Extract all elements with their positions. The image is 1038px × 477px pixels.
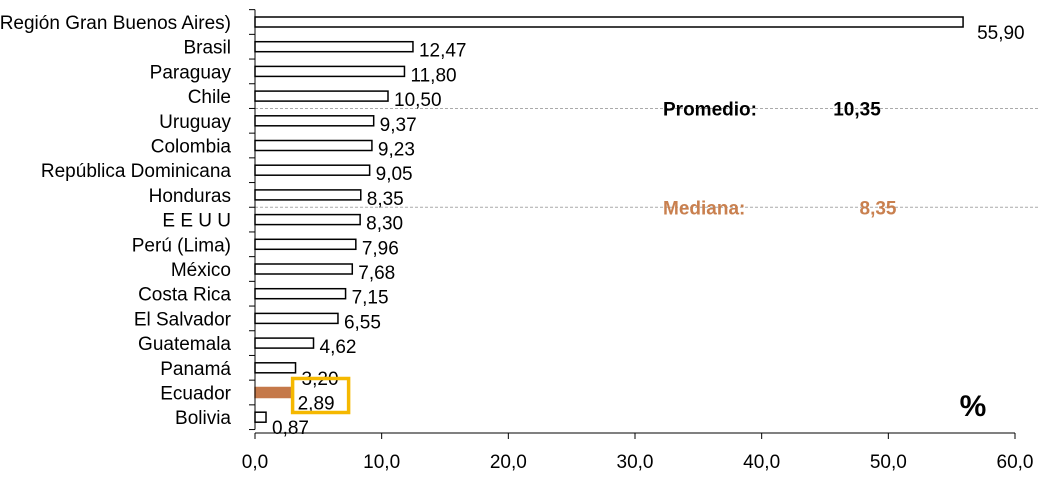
category-label: Panamá — [160, 359, 231, 380]
value-label: 7,15 — [352, 288, 389, 309]
category-label: E E U U — [162, 211, 231, 232]
x-tick-label: 20,0 — [490, 452, 527, 473]
value-label: 7,68 — [358, 263, 395, 284]
statistics-annotations: Promedio: 10,35 Mediana: 8,35 — [663, 99, 897, 219]
category-label: República Dominicana — [41, 161, 232, 182]
bar — [254, 189, 362, 201]
category-label: Costa Rica — [138, 285, 231, 306]
category-labels: Argentina (Región Gran Buenos Aires) Bras… — [0, 13, 232, 429]
bar — [254, 263, 354, 275]
bar — [254, 362, 297, 374]
value-label: 9,23 — [378, 140, 415, 161]
bar — [254, 337, 315, 349]
bar — [254, 411, 267, 423]
unit-label: % — [960, 390, 987, 423]
bar — [254, 213, 361, 226]
bar — [254, 164, 371, 176]
category-label: El Salvador — [134, 309, 232, 330]
value-label: 4,62 — [320, 337, 357, 358]
category-label: Uruguay — [159, 112, 231, 133]
value-label: 9,37 — [380, 115, 417, 136]
x-axis: 0,0 10,0 20,0 30,0 40,0 50,0 60,0 — [242, 9, 1034, 473]
value-label: 10,50 — [394, 90, 442, 111]
bar — [254, 238, 357, 251]
promedio-value: 10,35 — [833, 99, 881, 120]
bar — [254, 40, 414, 53]
highlight-box — [290, 376, 351, 415]
mediana-label: Mediana: — [663, 198, 745, 219]
promedio-label: Promedio: — [663, 99, 757, 120]
category-label: México — [171, 260, 231, 281]
value-label: 6,55 — [344, 312, 381, 333]
value-label: 8,30 — [366, 214, 403, 235]
bar — [254, 386, 293, 399]
value-label: 0,87 — [272, 418, 309, 439]
value-label: 12,47 — [419, 41, 467, 62]
category-label: Guatemala — [138, 334, 231, 355]
category-label: Honduras — [149, 186, 231, 207]
reference-lines — [255, 107, 1038, 208]
bar — [254, 287, 347, 300]
x-tick-label: 60,0 — [997, 452, 1034, 473]
category-label: Perú (Lima) — [132, 235, 231, 256]
bar — [254, 115, 375, 127]
value-label: 2,89 — [298, 394, 335, 415]
value-label: 7,96 — [362, 238, 399, 259]
bar — [254, 90, 389, 102]
value-label: 8,35 — [367, 189, 404, 210]
x-tick-label: 0,0 — [242, 452, 268, 473]
x-tick-label: 10,0 — [363, 452, 400, 473]
bar — [254, 16, 964, 28]
x-tick-label: 50,0 — [870, 452, 907, 473]
category-label: Brasil — [183, 38, 231, 59]
category-label: Chile — [188, 87, 231, 108]
bar — [254, 139, 373, 152]
category-label: Argentina (Región Gran Buenos Aires) — [0, 13, 231, 34]
category-label: Paraguay — [150, 62, 232, 83]
category-label: Colombia — [151, 137, 232, 158]
bar — [254, 65, 406, 78]
category-label: Bolivia — [175, 408, 231, 429]
value-label: 9,05 — [376, 164, 413, 185]
mediana-value: 8,35 — [860, 198, 897, 219]
bar — [254, 312, 339, 325]
x-tick-label: 40,0 — [743, 452, 780, 473]
x-tick-label: 30,0 — [617, 452, 654, 473]
value-label: 55,90 — [977, 23, 1025, 44]
category-label: Ecuador — [160, 384, 231, 405]
bars — [254, 16, 964, 423]
value-label: 11,80 — [410, 65, 456, 86]
value-labels: 55,90 12,47 11,80 10,50 9,37 9,23 9,05 8,35 8,30… — [272, 23, 1025, 439]
